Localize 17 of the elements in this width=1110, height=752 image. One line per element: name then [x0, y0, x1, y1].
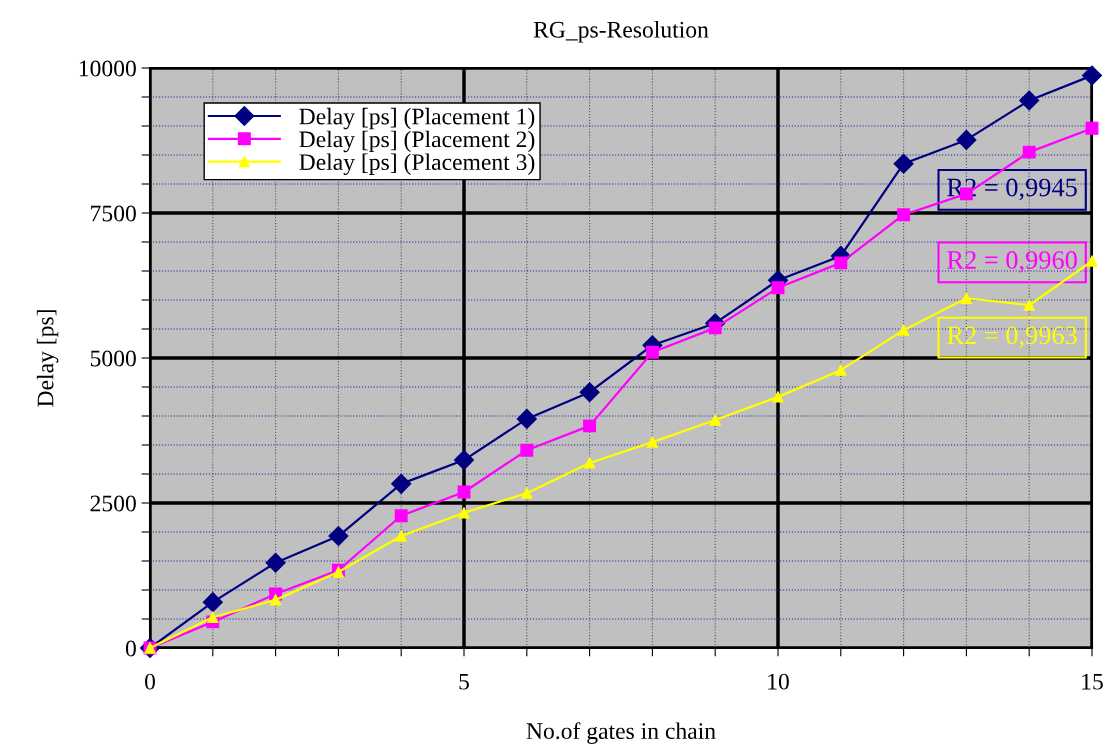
y-tick-label: 2500: [90, 495, 136, 512]
annotation: R2 = 0,9963: [947, 326, 1077, 349]
legend-label: Delay [ps] (Placement 3): [299, 153, 535, 175]
x-tick-label: 10: [768, 673, 789, 690]
legend-label: Delay [ps] (Placement 1): [299, 107, 535, 130]
x-axis-title: No.of gates in chain: [526, 722, 716, 744]
y-tick-label: 10000: [79, 60, 136, 77]
y-tick-label: 7500: [91, 205, 136, 222]
y-tick-label: 5000: [90, 350, 136, 367]
x-tick-label: 0: [145, 673, 155, 690]
x-tick-label: 5: [459, 673, 469, 690]
legend-label: Delay [ps] (Placement 2): [299, 130, 535, 153]
y-axis-title: Delay [ps]: [36, 310, 59, 407]
chart-title: RG_ps-Resolution: [533, 21, 709, 43]
annotation: R2 = 0,9960: [947, 251, 1077, 273]
y-tick-label: 0: [125, 640, 136, 657]
x-tick-label: 15: [1082, 673, 1103, 690]
